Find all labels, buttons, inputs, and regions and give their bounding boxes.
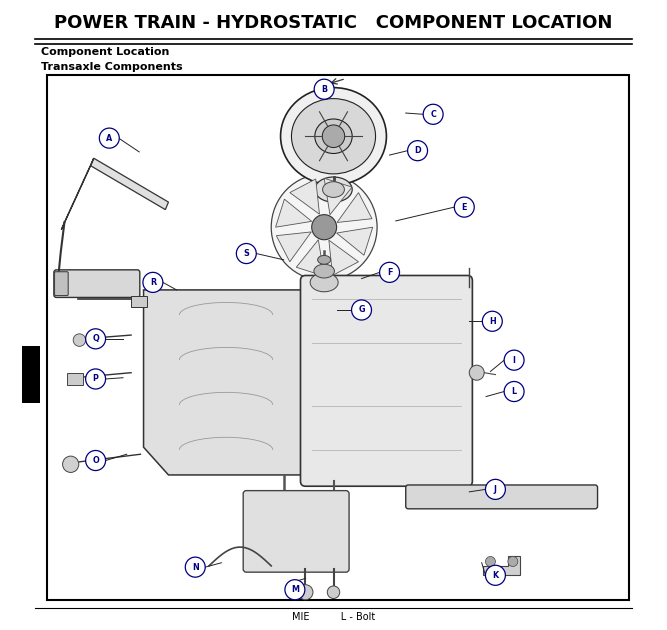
Ellipse shape <box>291 99 376 174</box>
Polygon shape <box>91 158 169 210</box>
Circle shape <box>380 262 400 282</box>
Circle shape <box>73 334 85 347</box>
Text: H: H <box>489 317 496 326</box>
Circle shape <box>486 556 496 566</box>
Text: MIE          L - Bolt: MIE L - Bolt <box>292 612 375 622</box>
FancyBboxPatch shape <box>406 485 598 509</box>
Circle shape <box>504 350 524 370</box>
Circle shape <box>470 365 484 381</box>
Text: Component Location: Component Location <box>41 47 169 57</box>
Polygon shape <box>61 158 94 230</box>
Ellipse shape <box>315 177 352 202</box>
Text: S: S <box>243 249 249 258</box>
Circle shape <box>314 79 334 100</box>
Text: K: K <box>492 571 498 580</box>
Bar <box>47 76 630 600</box>
Text: L: L <box>512 387 517 396</box>
Ellipse shape <box>317 255 331 264</box>
Circle shape <box>85 369 105 389</box>
Circle shape <box>322 125 345 147</box>
Bar <box>22 346 39 403</box>
Text: N: N <box>192 563 199 571</box>
FancyBboxPatch shape <box>301 275 472 486</box>
Circle shape <box>85 329 105 349</box>
Ellipse shape <box>281 88 386 185</box>
Text: A: A <box>106 134 113 142</box>
Text: I: I <box>513 356 516 365</box>
Text: F: F <box>387 268 392 277</box>
Circle shape <box>454 197 474 217</box>
Text: G: G <box>358 306 365 314</box>
Text: C: C <box>430 110 436 119</box>
Text: O: O <box>92 456 99 465</box>
Polygon shape <box>276 232 311 262</box>
Polygon shape <box>296 239 324 276</box>
Polygon shape <box>324 178 352 215</box>
Text: POWER TRAIN - HYDROSTATIC   COMPONENT LOCATION: POWER TRAIN - HYDROSTATIC COMPONENT LOCA… <box>54 14 613 32</box>
Polygon shape <box>67 373 83 386</box>
Circle shape <box>327 586 340 598</box>
Text: Transaxle Components: Transaxle Components <box>41 62 182 72</box>
Circle shape <box>408 140 428 161</box>
Polygon shape <box>337 227 373 255</box>
Polygon shape <box>275 199 311 227</box>
Circle shape <box>504 382 524 401</box>
Bar <box>131 296 147 307</box>
Circle shape <box>85 450 105 471</box>
Circle shape <box>143 272 163 292</box>
Text: E: E <box>462 203 467 212</box>
Circle shape <box>423 104 443 124</box>
FancyBboxPatch shape <box>54 270 140 297</box>
Circle shape <box>63 456 79 472</box>
Circle shape <box>298 585 313 600</box>
Polygon shape <box>337 193 372 222</box>
Text: M: M <box>291 585 299 594</box>
Ellipse shape <box>310 273 338 292</box>
Circle shape <box>311 215 337 240</box>
Circle shape <box>185 557 205 577</box>
Text: D: D <box>414 146 421 155</box>
Ellipse shape <box>315 119 352 154</box>
Polygon shape <box>143 290 309 475</box>
Polygon shape <box>483 556 520 575</box>
Circle shape <box>236 244 256 263</box>
Circle shape <box>99 128 119 148</box>
Ellipse shape <box>323 181 344 197</box>
Circle shape <box>486 565 506 585</box>
Text: B: B <box>321 84 327 94</box>
FancyBboxPatch shape <box>243 491 349 572</box>
Text: J: J <box>494 485 497 494</box>
Circle shape <box>285 580 305 600</box>
FancyBboxPatch shape <box>55 272 68 295</box>
Polygon shape <box>289 179 319 214</box>
Circle shape <box>271 174 377 280</box>
Circle shape <box>482 311 502 331</box>
Polygon shape <box>329 240 358 275</box>
Circle shape <box>508 556 518 566</box>
Circle shape <box>352 300 372 320</box>
Ellipse shape <box>314 264 334 278</box>
Text: P: P <box>93 374 99 384</box>
Circle shape <box>486 479 506 500</box>
Text: R: R <box>150 278 156 287</box>
Text: Q: Q <box>92 335 99 343</box>
